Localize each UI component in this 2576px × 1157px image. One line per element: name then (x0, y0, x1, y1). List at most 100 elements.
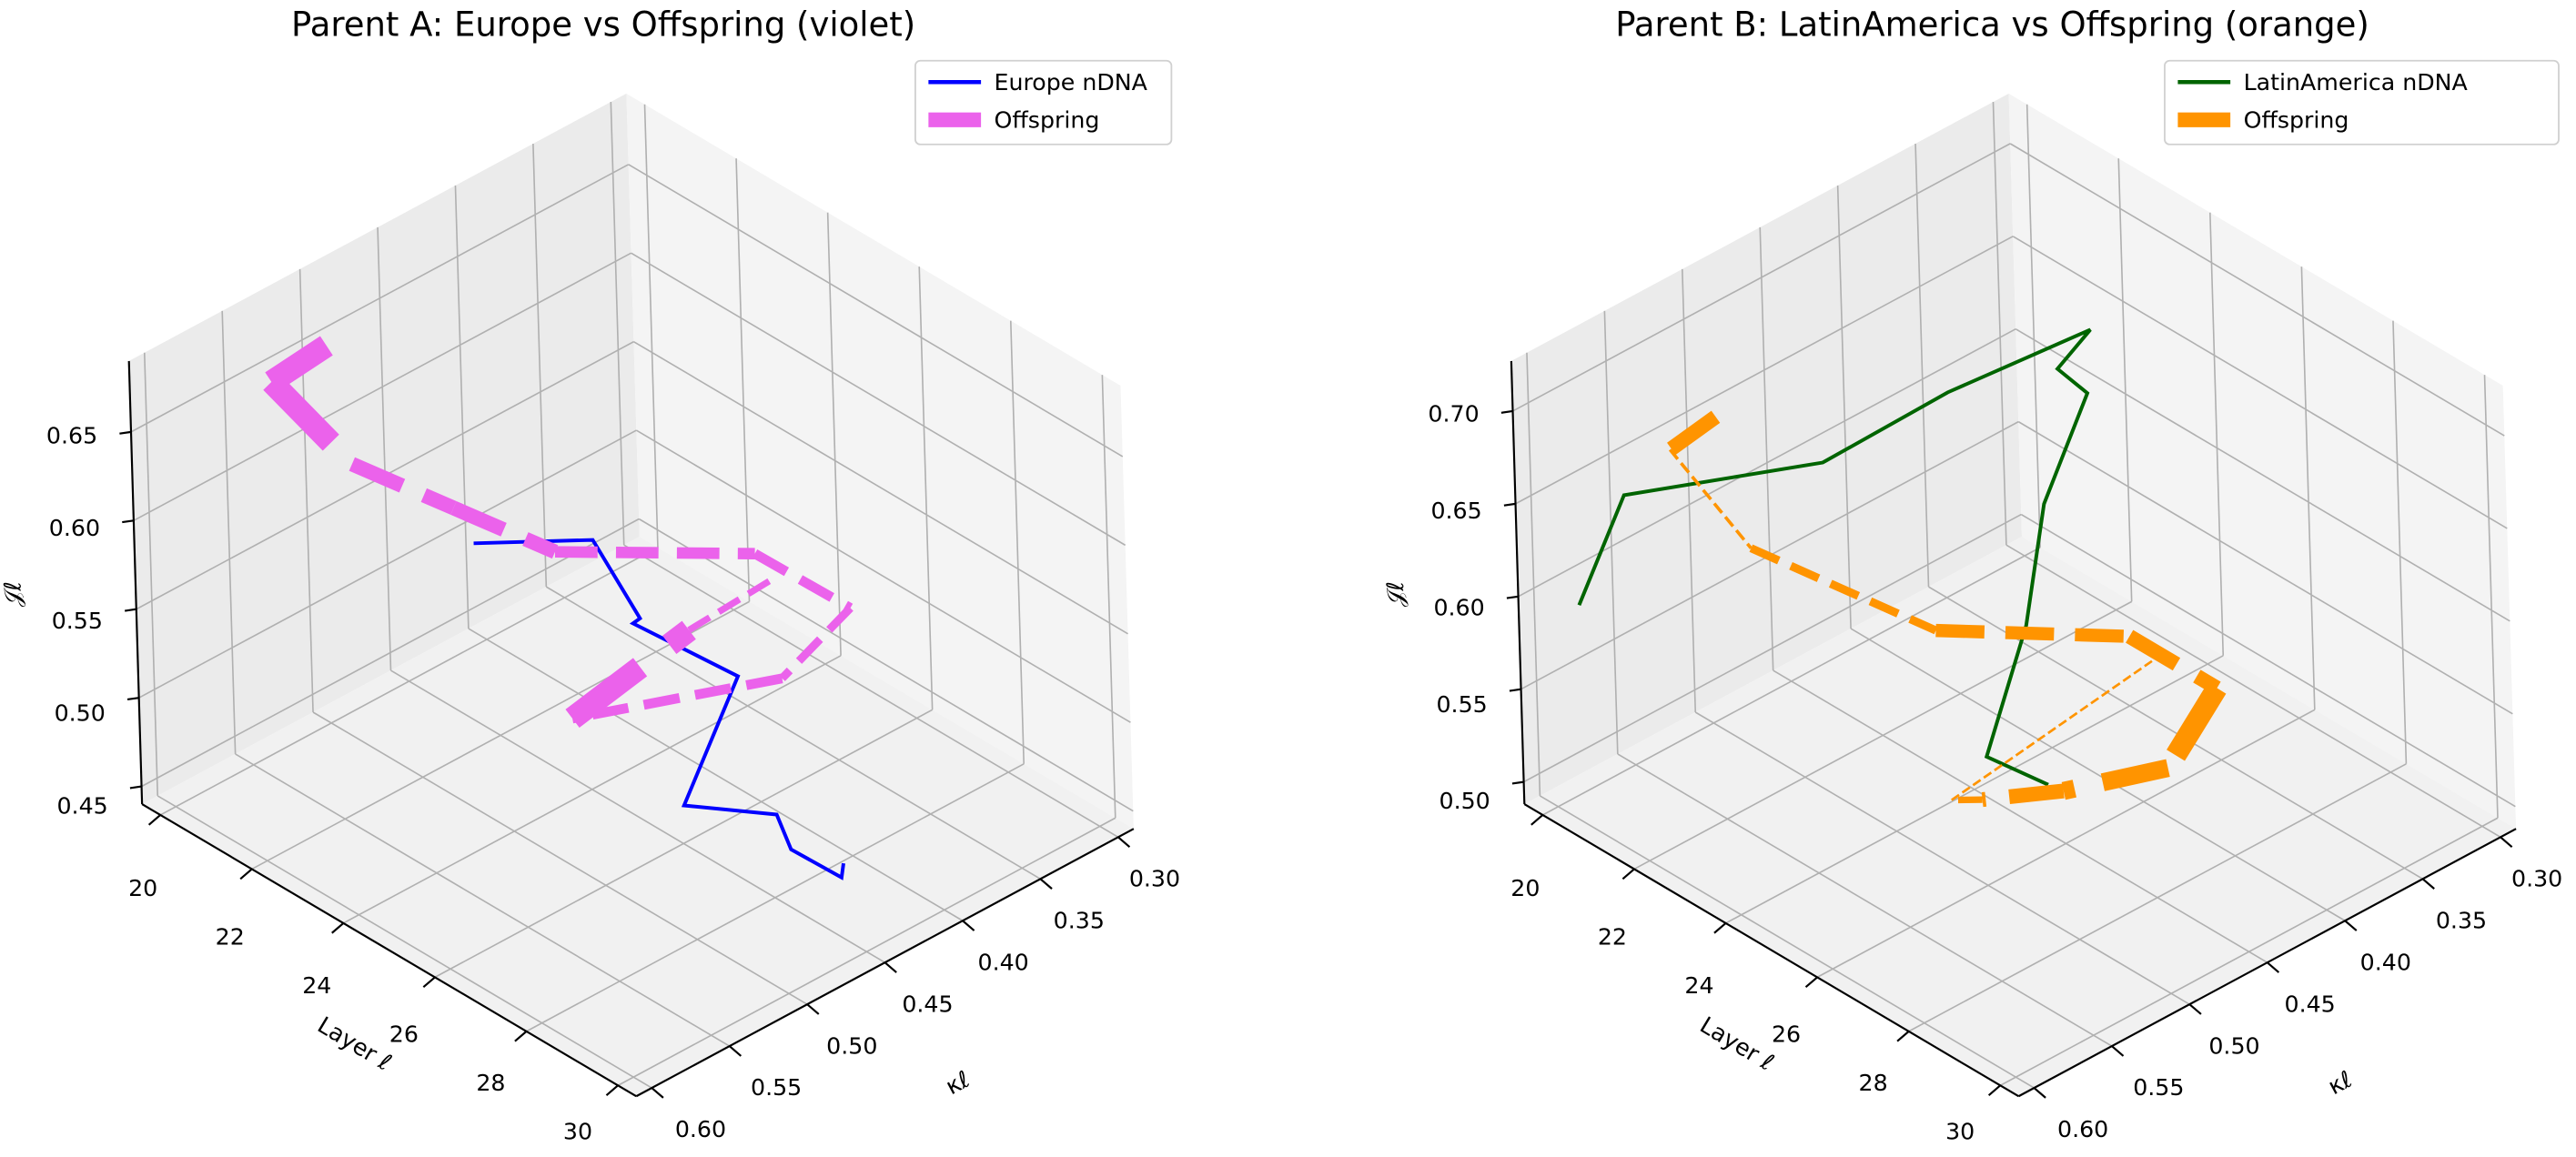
offspring-segment (565, 620, 696, 728)
z-tick (129, 785, 142, 790)
layer-tick (1987, 1084, 2001, 1096)
kappa-tick (729, 1045, 742, 1057)
layer-tick (422, 976, 436, 989)
plot-b-title: Parent B: LatinAmerica vs Offspring (ora… (1615, 5, 2369, 45)
gridline-kappa-floor (1617, 753, 2113, 1047)
j-axis-label: 𝒥ℓ (1382, 581, 1409, 607)
kappa-tick (962, 920, 975, 931)
gridline-j-left-wall (130, 164, 630, 433)
z-tick-label: 0.50 (1440, 788, 1490, 814)
gridline-kappa-floor (235, 753, 731, 1047)
offspring-segment (1665, 410, 1721, 456)
gridline-kappa-floor (2005, 544, 2501, 839)
offspring-segment (1951, 659, 2153, 801)
kappa-axis-label: κℓ (941, 1066, 974, 1100)
offspring-segment (1935, 623, 2130, 643)
europe-ndna-line (473, 538, 845, 880)
z-tick (1511, 780, 1524, 785)
layer-axis-line (141, 803, 637, 1098)
gridline-layer-wall (2025, 104, 2041, 548)
layer-tick-label: 20 (128, 875, 157, 901)
offspring-segment (263, 374, 360, 473)
gridline-kappa-floor (1694, 711, 2190, 1005)
gridline-j-right-wall (2015, 328, 2510, 622)
gridline-layer-wall (918, 267, 934, 710)
gridline-j-right-wall (631, 252, 1126, 547)
gridline-j-right-wall (633, 340, 1128, 635)
kappa-tick-label: 0.60 (675, 1116, 726, 1142)
kappa-axis-label: κℓ (2324, 1066, 2357, 1100)
gridline-layer-wall (735, 158, 751, 602)
gridline-layer-wall (1009, 320, 1025, 764)
gridline-layer-wall (2483, 375, 2499, 819)
layer-tick-label: 30 (1945, 1118, 1975, 1144)
offspring-segment (2061, 759, 2170, 800)
gridline-kappa-wall (377, 226, 392, 671)
kappa-tick (2421, 878, 2435, 890)
offspring-segment (779, 605, 854, 681)
kappa-tick (2267, 961, 2280, 973)
kappa-tick (884, 961, 897, 973)
gridline-layer-wall (2392, 320, 2408, 764)
z-tick-label: 0.65 (46, 422, 97, 448)
gridline-j-right-wall (638, 518, 1134, 812)
z-tick (126, 697, 139, 701)
kappa-tick-label: 0.45 (902, 991, 953, 1017)
z-tick (122, 519, 135, 524)
gridline-kappa-wall (1681, 268, 1697, 713)
layer-tick-label: 30 (563, 1118, 592, 1144)
kappa-tick-label: 0.60 (2057, 1116, 2108, 1142)
kappa-tick-label: 0.45 (2285, 991, 2336, 1017)
offspring-segment (1668, 448, 1753, 549)
layer-tick-label: 28 (1859, 1070, 1888, 1096)
gridline-kappa-wall (1914, 143, 1930, 588)
z-tick-label: 0.65 (1430, 498, 1481, 524)
offspring-segment (752, 549, 854, 613)
layer-tick (1530, 814, 1544, 826)
gridline-kappa-floor (1773, 669, 2268, 963)
kappa-tick-label: 0.30 (1129, 865, 1180, 891)
kappa-tick (2344, 920, 2358, 931)
z-tick-label: 0.60 (1433, 594, 1484, 620)
layer-tick-label: 20 (1510, 875, 1540, 901)
z-tick-label: 0.50 (55, 700, 106, 727)
gridline-j-right-wall (628, 164, 1124, 458)
kappa-tick (2111, 1045, 2125, 1057)
gridline-j-left-wall (1523, 513, 2022, 783)
gridline-kappa-floor (1539, 795, 2035, 1089)
gridline-j-left-wall (133, 252, 631, 522)
kappa-tick (2033, 1087, 2046, 1099)
legend-b-offspring-label: Offspring (2244, 107, 2349, 134)
legend-a: Europe nDNA Offspring (914, 59, 1173, 146)
gridline-kappa-wall (143, 352, 159, 796)
legend-a-europe-label: Europe nDNA (995, 69, 1148, 96)
gridline-kappa-wall (221, 310, 237, 754)
layer-tick-label: 22 (216, 923, 245, 950)
gridline-j-right-wall (2017, 420, 2513, 715)
layer-tick-label: 24 (1684, 972, 1713, 999)
z-tick (119, 430, 132, 435)
layer-tick (1621, 868, 1635, 880)
z-tick (1509, 688, 1521, 692)
layer-tick-label: 28 (476, 1070, 505, 1096)
z-tick-label: 0.55 (1436, 691, 1487, 718)
kappa-tick (1117, 836, 1131, 848)
gridline-layer-wall (2300, 267, 2316, 710)
kappa-tick (1039, 878, 1053, 890)
gridline-kappa-floor (157, 795, 652, 1089)
offspring-segment (349, 457, 457, 515)
kappa-tick-label: 0.40 (978, 949, 1029, 975)
kappa-tick (806, 1003, 820, 1015)
gridline-kappa-wall (532, 143, 548, 588)
layer-tick-label: 26 (389, 1021, 419, 1047)
gridline-kappa-wall (454, 185, 470, 629)
pane-kappa-min (2008, 93, 2517, 830)
gridline-layer-wall (643, 104, 659, 548)
legend-b-latinamerica-label: LatinAmerica nDNA (2244, 69, 2469, 96)
gridline-kappa-wall (1992, 102, 2007, 546)
z-tick (1500, 409, 1513, 414)
layer-axis-line (1523, 803, 2019, 1098)
gridline-layer-wall (826, 212, 842, 656)
gridline-layer-wall (1101, 375, 1116, 819)
